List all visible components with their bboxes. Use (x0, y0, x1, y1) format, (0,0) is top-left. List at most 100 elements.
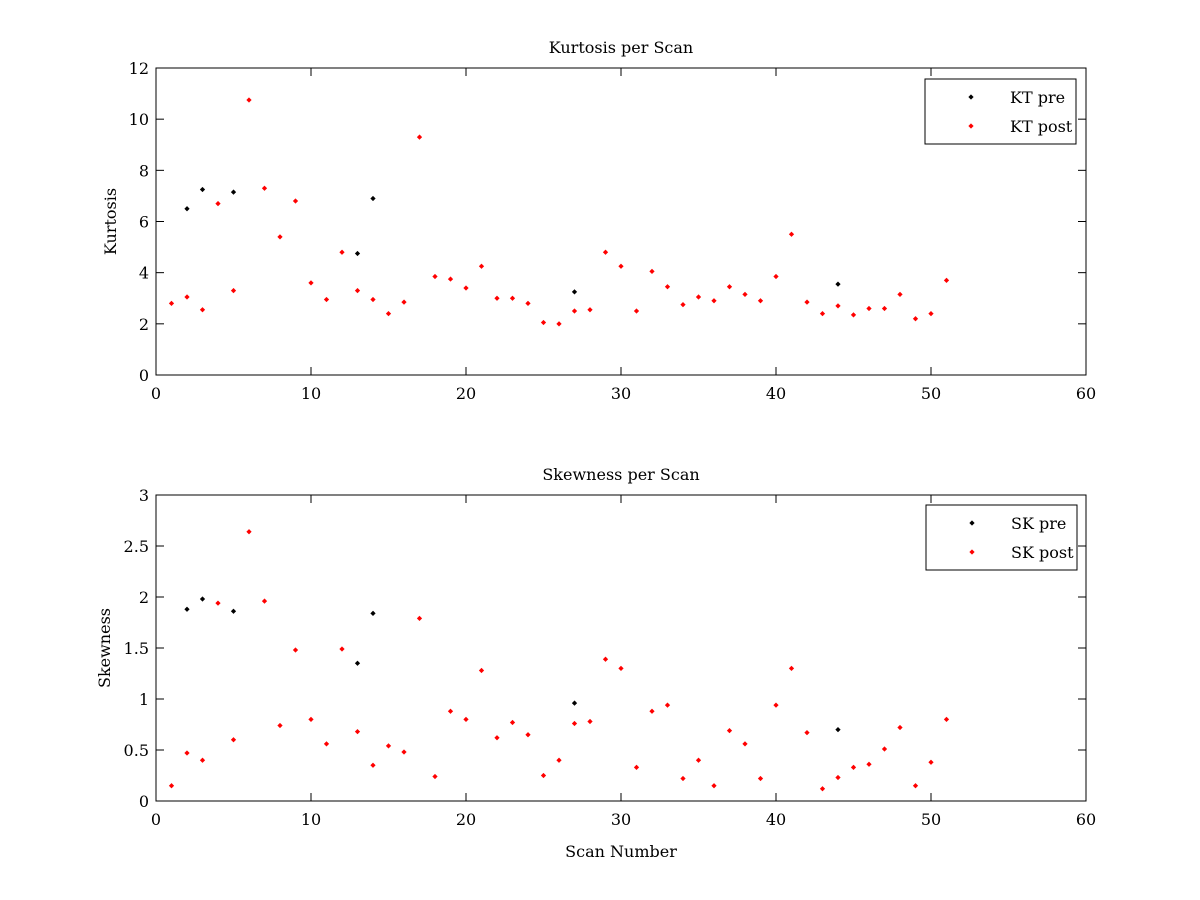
data-point (912, 783, 919, 789)
skewness-x-axis-label: Scan Number (565, 842, 677, 861)
data-point (230, 608, 237, 614)
data-point (540, 772, 547, 779)
data-point (292, 198, 299, 204)
x-tick-label: 40 (766, 384, 786, 403)
data-point (230, 189, 237, 195)
legend-entry: KT pre (1010, 88, 1065, 107)
data-point (695, 757, 702, 763)
data-point (261, 598, 268, 604)
x-tick-label: 20 (456, 384, 476, 403)
data-point (447, 708, 454, 714)
data-point (230, 287, 237, 294)
data-point (416, 134, 423, 140)
series-kt-post (168, 97, 950, 327)
skewness-panel: 0 10 20 30 40 50 60 0 0.5 1 1.5 2 2.5 3 Skewness per S… (95, 465, 1096, 861)
data-point (354, 729, 361, 735)
data-point (633, 764, 640, 770)
data-point (401, 749, 407, 755)
data-point (370, 762, 376, 768)
legend-box (924, 78, 1077, 145)
data-point (416, 615, 423, 622)
data-point (370, 610, 376, 616)
data-point (726, 284, 733, 290)
data-point (199, 757, 206, 763)
data-point (525, 732, 531, 738)
data-point (230, 737, 237, 743)
data-point (494, 735, 500, 741)
series-sk-post (168, 529, 950, 792)
data-point (757, 775, 764, 782)
y-tick-label: 0 (139, 792, 149, 811)
data-point (246, 529, 252, 535)
x-tick-label: 40 (766, 810, 786, 829)
data-point (184, 750, 190, 756)
data-point (804, 299, 810, 305)
data-point (354, 250, 361, 257)
kurtosis-legend: KT pre KT post (924, 78, 1077, 145)
x-tick-label: 10 (301, 810, 321, 829)
skewness-legend: SK pre SK post (925, 504, 1078, 571)
data-point (618, 263, 624, 269)
legend-marker (968, 123, 974, 129)
data-point (339, 646, 345, 652)
data-point (850, 312, 857, 318)
data-point (199, 186, 206, 193)
data-point (742, 291, 748, 298)
data-point (432, 273, 438, 280)
data-point (385, 310, 392, 317)
data-point (339, 249, 345, 255)
y-tick-label: 8 (139, 161, 149, 180)
series-sk-pre (184, 596, 841, 733)
data-point (912, 316, 919, 322)
data-point (478, 667, 485, 674)
data-point (292, 647, 299, 653)
data-point (602, 249, 609, 255)
data-point (432, 773, 438, 780)
legend-marker (969, 549, 975, 555)
data-point (184, 294, 190, 300)
legend-entry: KT post (1010, 117, 1073, 136)
x-tick-label: 0 (151, 384, 161, 403)
data-point (773, 702, 779, 708)
legend-entry: SK post (1011, 543, 1074, 562)
data-point (184, 206, 190, 212)
data-point (463, 285, 469, 291)
data-point (494, 295, 500, 301)
data-point (354, 660, 361, 666)
data-point (168, 783, 175, 789)
data-point (928, 759, 934, 765)
data-point (897, 291, 903, 298)
y-tick-label: 12 (129, 59, 149, 78)
data-point (881, 305, 888, 312)
legend-entry: SK pre (1011, 514, 1066, 533)
data-point (540, 319, 547, 326)
data-point (819, 310, 826, 317)
data-point (308, 716, 314, 723)
data-point (680, 775, 686, 782)
data-point (664, 702, 671, 708)
y-tick-label: 0 (139, 366, 149, 385)
data-point (695, 294, 702, 300)
data-point (633, 308, 640, 314)
data-point (215, 600, 221, 606)
data-point (509, 295, 516, 301)
data-point (556, 757, 562, 763)
y-tick-label: 10 (129, 110, 149, 129)
data-point (168, 300, 175, 306)
data-point (401, 299, 407, 305)
skewness-y-axis-label: Skewness (95, 608, 114, 688)
data-point (215, 200, 221, 207)
data-point (835, 774, 841, 781)
data-point (323, 296, 330, 303)
data-point (726, 727, 733, 734)
data-point (881, 746, 888, 752)
data-point (897, 724, 903, 731)
y-tick-label: 3 (139, 486, 149, 505)
y-tick-label: 1.5 (124, 639, 149, 658)
data-point (835, 281, 841, 287)
data-point (246, 97, 252, 103)
data-point (277, 234, 283, 240)
data-point (649, 268, 655, 275)
x-tick-label: 30 (611, 810, 631, 829)
